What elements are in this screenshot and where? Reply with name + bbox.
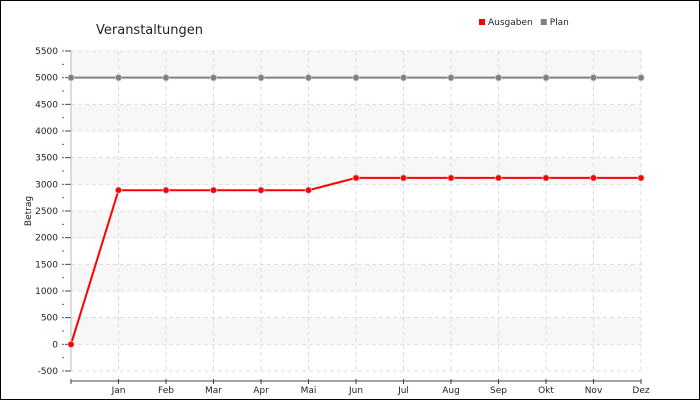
y-tick-label: -500	[38, 367, 59, 377]
legend-swatch	[479, 19, 485, 25]
data-point[interactable]	[209, 186, 218, 194]
x-tick-label: Aug	[442, 386, 460, 396]
series-plan	[67, 74, 645, 82]
y-axis-title: Betrag	[24, 196, 34, 226]
data-point[interactable]	[162, 186, 170, 194]
x-tick-label: Dez	[632, 386, 649, 396]
data-point[interactable]	[637, 74, 645, 82]
x-tick-label: Nov	[585, 386, 603, 396]
x-tick-label: Mar	[205, 386, 222, 396]
y-tick-label: 5000	[35, 74, 58, 84]
x-tick-label: Sep	[490, 386, 507, 396]
data-point[interactable]	[589, 74, 598, 82]
data-point[interactable]	[114, 74, 123, 82]
x-tick-label: Mai	[301, 386, 317, 396]
y-tick-label: 1500	[35, 260, 58, 270]
data-point[interactable]	[114, 186, 123, 194]
data-point[interactable]	[352, 74, 360, 82]
chart-title: Veranstaltungen	[96, 23, 203, 38]
legend-swatch	[540, 19, 547, 25]
x-tick-label: Jan	[111, 386, 126, 396]
y-tick-label: 1000	[35, 287, 58, 297]
x-tick-label: Jul	[397, 386, 409, 396]
data-point[interactable]	[447, 74, 455, 82]
y-tick-labels: 5500500045004000350030002500200015001000…	[35, 47, 58, 377]
data-point[interactable]	[542, 174, 550, 182]
y-tick-label: 2500	[35, 207, 58, 217]
data-point[interactable]	[67, 74, 75, 82]
x-tick-labels: Jan Feb Mar Apr Mai Jun Jul Aug Sep Okt Nov Dez	[111, 386, 650, 396]
data-point[interactable]	[352, 174, 360, 182]
data-point[interactable]	[399, 74, 408, 82]
x-tick-label: Okt	[538, 386, 554, 396]
legend: Ausgaben Plan	[479, 18, 569, 28]
data-point[interactable]	[494, 74, 503, 82]
y-tick-label: 5500	[35, 47, 58, 57]
data-point[interactable]	[304, 74, 313, 82]
data-point[interactable]	[447, 174, 455, 182]
y-tick-label: 3000	[35, 180, 58, 190]
y-tick-label: 2000	[35, 234, 58, 244]
y-tick-label: 500	[41, 314, 58, 324]
x-tick-label: Jun	[348, 386, 363, 396]
legend-label: Plan	[550, 18, 569, 28]
data-point[interactable]	[637, 174, 645, 182]
y-tick-label: 4500	[35, 100, 58, 110]
x-tick-label: Feb	[158, 386, 174, 396]
data-point[interactable]	[494, 174, 503, 182]
data-point[interactable]	[399, 174, 408, 182]
data-point[interactable]	[589, 174, 598, 182]
data-point[interactable]	[257, 74, 265, 82]
series-layer	[67, 74, 645, 348]
y-tick-label: 0	[52, 340, 58, 350]
data-point[interactable]	[304, 186, 313, 194]
legend-label: Ausgaben	[488, 18, 533, 28]
data-point[interactable]	[209, 74, 218, 82]
series-ausgaben	[67, 174, 645, 348]
data-point[interactable]	[257, 186, 265, 194]
y-tick-label: 3500	[35, 154, 58, 164]
y-tick-label: 4000	[35, 127, 58, 137]
x-tick-label: Apr	[253, 386, 269, 396]
data-point[interactable]	[162, 74, 170, 82]
data-point[interactable]	[542, 74, 550, 82]
data-point[interactable]	[67, 340, 75, 348]
grid-lines	[71, 50, 642, 372]
